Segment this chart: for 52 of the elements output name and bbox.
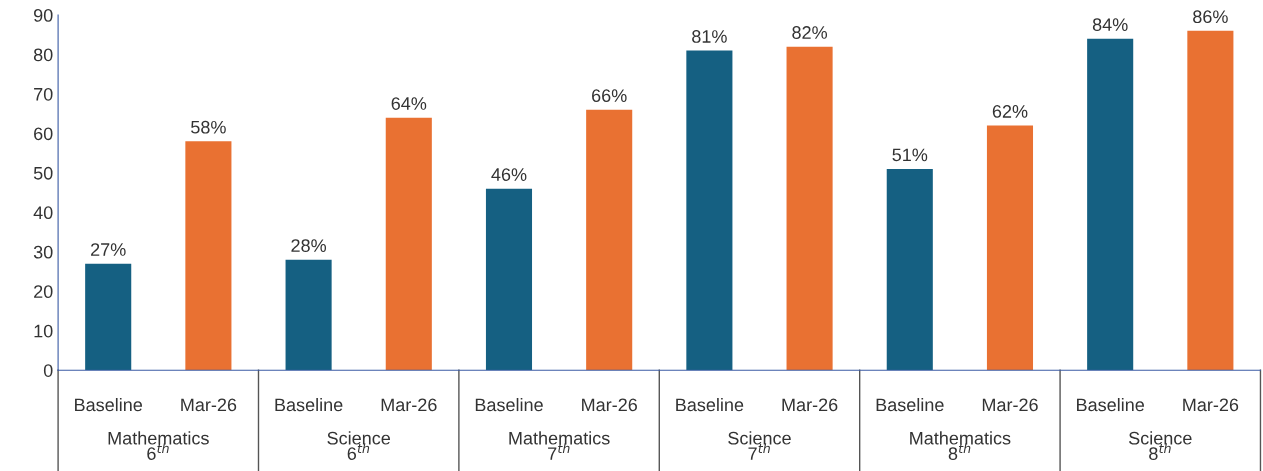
text: Mar-26 <box>381 398 437 412</box>
y-tick-label: 60 <box>34 127 53 141</box>
data-label: 51% <box>892 148 928 162</box>
y-tick-label: 0 <box>43 364 53 377</box>
x-tick-label: Science 6$^{th}$ <box>327 431 391 461</box>
bar <box>686 50 733 371</box>
data-label: 64% <box>391 97 427 110</box>
bar <box>1087 38 1134 371</box>
text: Mar-26 <box>1183 398 1239 412</box>
data-label: 27% <box>91 243 126 256</box>
bar <box>385 117 432 371</box>
text: Baseline <box>75 397 143 412</box>
text: Baseline <box>275 397 343 412</box>
text: Mar-26 <box>181 398 237 412</box>
data-label: 81% <box>692 30 727 43</box>
data-label: 46% <box>491 168 527 181</box>
text: Baseline <box>876 397 944 412</box>
bar <box>485 188 533 371</box>
data-label: 62% <box>992 105 1028 118</box>
data-label: 84% <box>1092 18 1128 32</box>
y-tick-label: 20 <box>34 285 53 299</box>
bar <box>986 125 1034 371</box>
y-tick-label: 80 <box>33 48 53 62</box>
series-label: Mar-26 <box>582 398 637 412</box>
text: Mar-26 <box>782 398 838 412</box>
data-label: 82% <box>792 26 828 39</box>
data-label: 86% <box>1193 10 1228 24</box>
bar <box>1187 30 1234 371</box>
x-tick-label: Science 8$^{th}$ <box>1128 431 1192 461</box>
x-tick-label: Science 7$^{th}$ <box>728 431 791 460</box>
x-tick-label: Mathematics 8$^{th}$ <box>910 431 1011 461</box>
y-tick-label: 40 <box>33 206 53 220</box>
bar <box>586 109 633 371</box>
bar <box>85 263 132 371</box>
x-tick-label: Mathematics 7$^{th}$ <box>509 431 610 460</box>
text: Baseline <box>475 397 543 412</box>
y-tick-label: 10 <box>34 324 53 338</box>
text: Mar-26 <box>982 398 1038 412</box>
y-tick-label: 30 <box>33 245 53 259</box>
bar <box>185 141 232 371</box>
data-label: 28% <box>291 239 327 252</box>
text: Baseline <box>1077 397 1145 412</box>
y-tick-label: 70 <box>34 87 53 101</box>
data-label: 58% <box>191 120 226 134</box>
bar <box>786 46 833 371</box>
data-label: 66% <box>592 89 627 103</box>
y-tick-label: 90 <box>34 9 53 22</box>
series-label: Baseline <box>676 397 744 412</box>
x-tick-label: Mathematics 6$^{th}$ <box>108 431 209 461</box>
bar <box>285 259 332 371</box>
bar <box>886 168 933 371</box>
y-tick-label: 50 <box>33 166 53 180</box>
